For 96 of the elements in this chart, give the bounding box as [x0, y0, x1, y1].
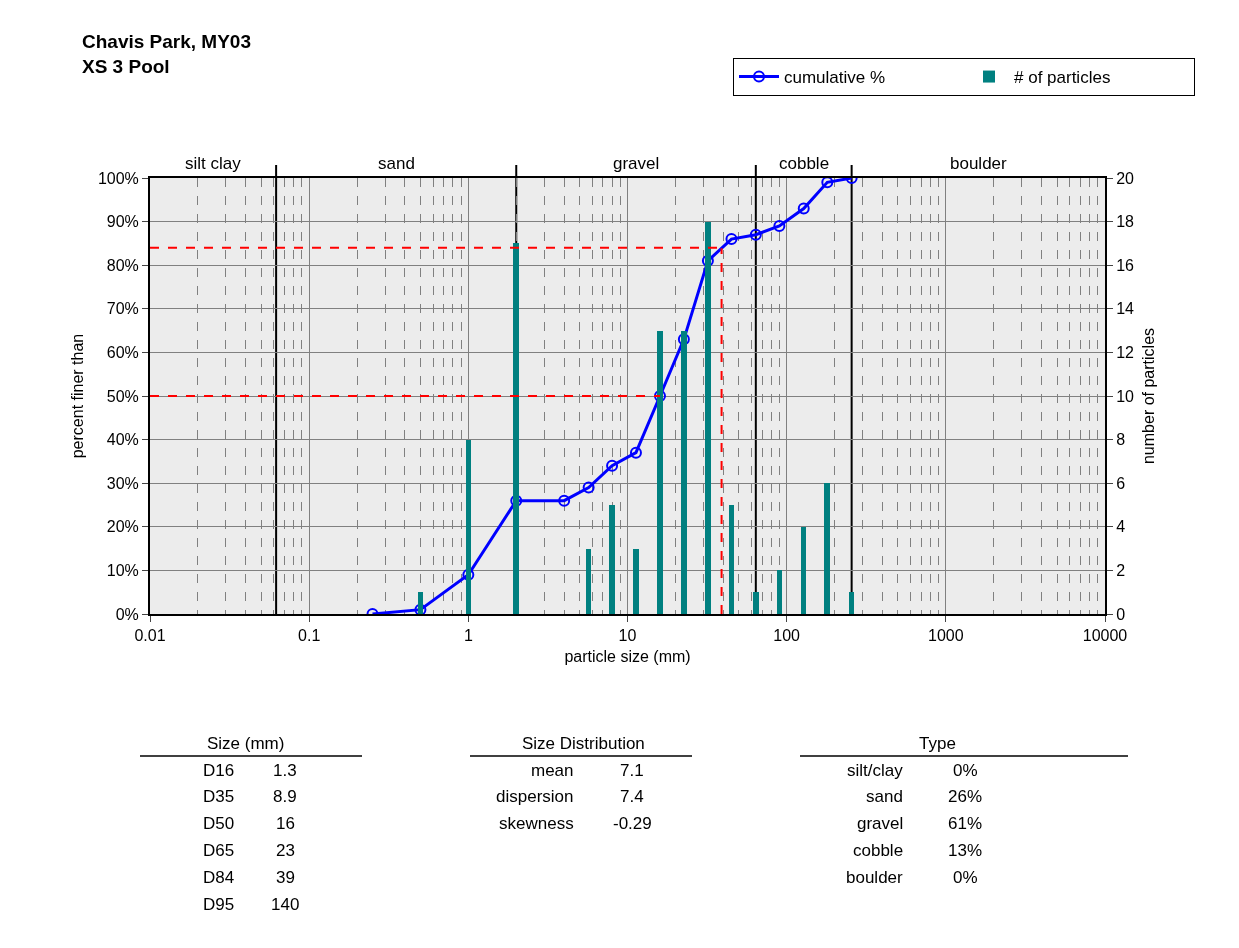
text: 26% [948, 787, 983, 806]
y2-tick-label: 6 [1116, 474, 1126, 492]
text: Type [919, 734, 956, 753]
text: 0% [953, 868, 978, 887]
text: 0% [953, 761, 978, 780]
point [821, 178, 834, 189]
y-tick-label: 10% [106, 562, 139, 579]
text: D65 [203, 841, 235, 860]
bar [705, 222, 711, 614]
bar [633, 549, 639, 614]
point [749, 228, 762, 241]
text: dispersion [496, 787, 574, 806]
bar [849, 592, 854, 614]
text: 23 [276, 841, 295, 860]
legend-label: # of particles [1014, 68, 1111, 88]
legend-label: cumulative % [784, 68, 886, 88]
text: 16 [276, 814, 295, 833]
text: D35 [203, 787, 235, 806]
bar [586, 549, 591, 614]
y2-tick-label: 10 [1116, 387, 1135, 405]
text: D50 [203, 814, 235, 833]
y-tick-label: 60% [106, 344, 139, 361]
x-axis-title: particle size (mm) [564, 648, 691, 666]
bar [729, 505, 734, 614]
y-tick-label: 0% [115, 605, 139, 623]
point [701, 254, 714, 267]
bar [824, 483, 830, 614]
text: 7.1 [620, 761, 644, 780]
bar [753, 592, 759, 614]
point [773, 219, 786, 232]
bar [657, 331, 663, 614]
text: -0.29 [613, 814, 652, 833]
text: D95 [203, 895, 235, 914]
x-tick-label: 1 [463, 627, 473, 645]
band-label: boulder [950, 154, 1008, 173]
band-label: cobble [779, 154, 830, 173]
text: 1.3 [273, 761, 297, 780]
x-tick-label: 1000 [928, 627, 964, 645]
y2-tick-label: 0 [1116, 605, 1126, 623]
chart-subtitle: XS 3 Pool [82, 55, 170, 77]
bar [801, 527, 806, 614]
y2-axis-title: number of particles [1140, 327, 1158, 465]
point [725, 233, 738, 246]
text: Size (mm) [207, 734, 285, 753]
y2-tick-label: 4 [1116, 518, 1126, 536]
y-tick-label: 20% [106, 518, 139, 536]
x-tick-label: 0.1 [298, 627, 321, 645]
y2-tick-label: 2 [1116, 562, 1126, 579]
bar [681, 331, 687, 614]
text: 7.4 [620, 787, 644, 806]
text: D84 [203, 868, 235, 887]
y-tick-label: 40% [106, 431, 139, 449]
text: 140 [271, 895, 300, 914]
x-tick-label: 10000 [1082, 627, 1128, 645]
band-label: sand [378, 154, 415, 173]
point [629, 446, 642, 459]
text: sand [866, 787, 903, 806]
point [797, 202, 810, 215]
text: silt/clay [847, 761, 904, 780]
bar [609, 505, 615, 614]
y-tick-label: 100% [97, 169, 139, 187]
x-tick-label: 10 [618, 627, 637, 645]
band-label: silt clay [185, 154, 242, 173]
x-tick-label: 0.01 [134, 627, 166, 645]
text: mean [531, 761, 574, 780]
y-tick-label: 90% [106, 213, 139, 231]
text: 8.9 [273, 787, 297, 806]
text: boulder [846, 868, 904, 887]
y-tick-label: 70% [106, 300, 139, 318]
text: 61% [948, 814, 983, 833]
y2-tick-label: 20 [1116, 169, 1135, 187]
y-tick-label: 30% [106, 474, 139, 492]
y-tick-label: 80% [106, 256, 139, 274]
chart-title: Chavis Park, MY03 [82, 31, 251, 52]
text: skewness [499, 814, 574, 833]
point [606, 459, 619, 472]
text: gravel [857, 814, 904, 833]
y2-tick-label: 18 [1116, 213, 1135, 231]
text: 13% [948, 841, 983, 860]
point [582, 481, 595, 494]
bar [777, 570, 782, 614]
point [558, 494, 571, 507]
text: 39 [276, 868, 295, 887]
text: D16 [203, 761, 235, 780]
y-tick-label: 50% [106, 387, 139, 405]
x-tick-label: 100 [773, 627, 801, 645]
y2-tick-label: 12 [1116, 344, 1135, 361]
point [677, 333, 690, 346]
y2-tick-label: 16 [1116, 256, 1135, 274]
point [653, 390, 666, 402]
band-label: gravel [613, 154, 660, 173]
y2-tick-label: 8 [1116, 431, 1126, 449]
y2-tick-label: 14 [1116, 300, 1135, 318]
text: Size Distribution [522, 734, 645, 753]
text: cobble [853, 841, 904, 860]
y-axis-title: percent finer than [69, 333, 87, 459]
